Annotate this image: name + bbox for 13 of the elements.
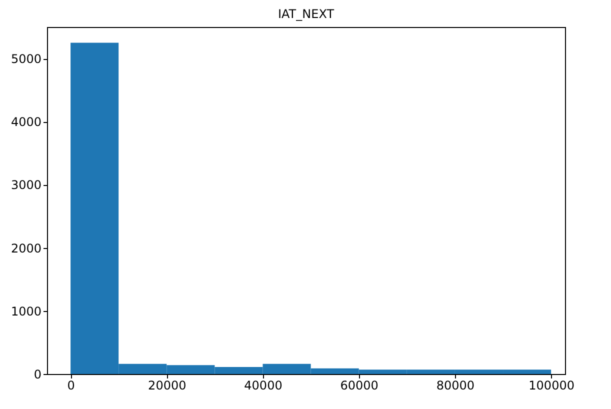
- x-tick-label: 100000: [528, 378, 574, 392]
- y-tick-label: 5000: [10, 52, 42, 66]
- y-tick-label: 0: [34, 368, 42, 382]
- x-tick-label: 60000: [340, 378, 378, 392]
- x-tick-label: 0: [67, 378, 75, 392]
- y-tick-label: 4000: [10, 115, 42, 130]
- y-tick-label: 3000: [10, 178, 42, 192]
- y-tick-label: 1000: [10, 304, 42, 318]
- x-tick-label: 40000: [244, 378, 282, 392]
- chart-title: IAT_NEXT: [278, 7, 335, 21]
- x-tick-label: 80000: [436, 378, 475, 392]
- y-tick-label: 2000: [10, 241, 42, 256]
- x-tick-label: 20000: [148, 378, 186, 392]
